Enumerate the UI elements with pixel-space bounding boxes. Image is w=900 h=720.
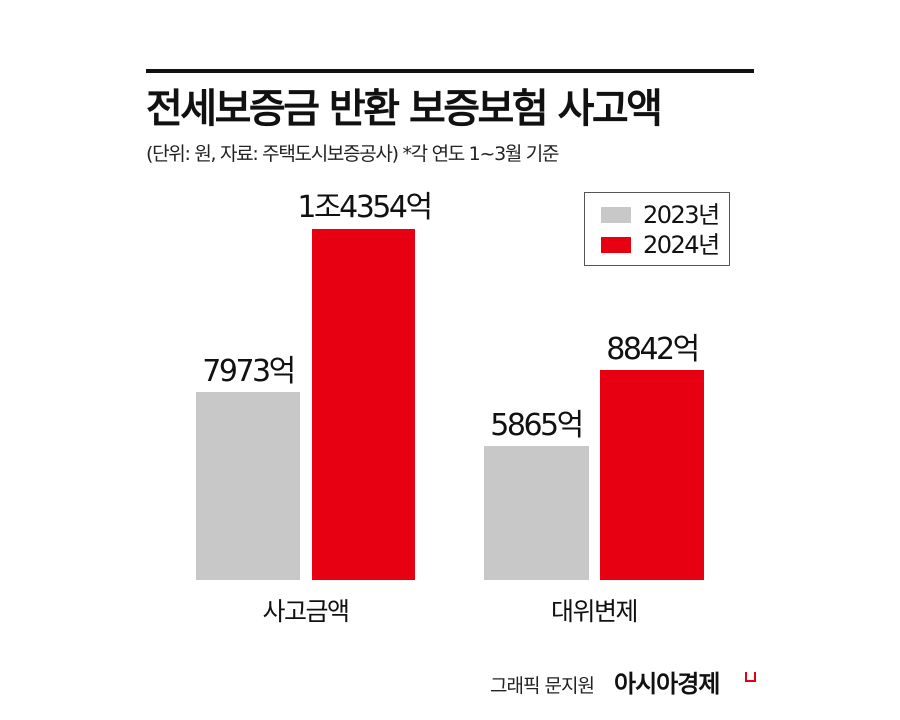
value-label-subrogation-2023: 5865억 bbox=[490, 408, 584, 443]
legend-item-2023: 2023년 bbox=[601, 201, 720, 229]
chart-subtitle: (단위: 원, 자료: 주택도시보증공사) *각 연도 1~3월 기준 bbox=[146, 143, 559, 165]
value-label-subrogation-2024: 8842억 bbox=[606, 332, 700, 367]
legend-label-2024: 2024년 bbox=[643, 231, 720, 259]
value-label-accident-2024: 1조4354억 bbox=[297, 190, 433, 225]
brand-mark-icon bbox=[745, 672, 756, 682]
graphic-credit: 그래픽 문지원 bbox=[490, 675, 595, 697]
legend-swatch-2023 bbox=[601, 207, 631, 223]
bar-subrogation-2023 bbox=[484, 446, 589, 580]
bar-accident-2024 bbox=[312, 229, 415, 580]
category-label-accident: 사고금액 bbox=[262, 597, 350, 626]
legend: 2023년 2024년 bbox=[584, 192, 730, 266]
legend-item-2024: 2024년 bbox=[601, 231, 720, 259]
legend-swatch-2024 bbox=[601, 237, 631, 253]
value-label-accident-2023: 7973억 bbox=[202, 354, 296, 389]
chart-title: 전세보증금 반환 보증보험 사고액 bbox=[146, 86, 663, 132]
bar-accident-2023 bbox=[196, 392, 300, 580]
brand-logo-text: 아시아경제 bbox=[614, 670, 720, 698]
category-label-subrogation: 대위변제 bbox=[550, 597, 639, 626]
bar-subrogation-2024 bbox=[600, 370, 704, 580]
legend-label-2023: 2023년 bbox=[643, 201, 720, 229]
title-rule bbox=[146, 69, 754, 73]
